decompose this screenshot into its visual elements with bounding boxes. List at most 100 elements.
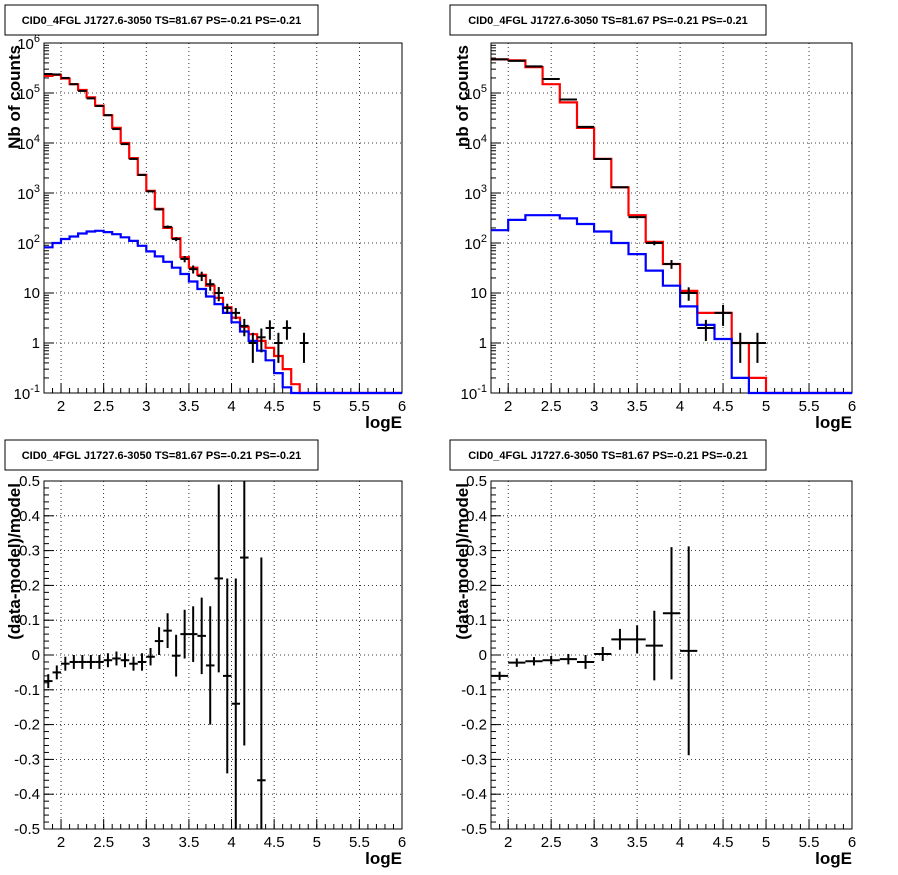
y-tick-label: -0.1 [14, 682, 40, 699]
data-point [491, 671, 509, 681]
x-tick-label: 4.5 [264, 398, 285, 415]
y-axis-label: nb of counts [453, 45, 472, 147]
x-tick-label: 2 [504, 834, 512, 851]
x-tick-label: 6 [848, 398, 856, 415]
x-tick-label: 5 [762, 398, 770, 415]
data-point [52, 665, 62, 680]
data-point [645, 240, 663, 246]
x-tick-label: 5 [762, 834, 770, 851]
data-point [680, 546, 698, 756]
data-point [163, 613, 172, 649]
data-point [214, 484, 223, 673]
x-tick-label: 3.5 [178, 398, 199, 415]
y-tick-label: 0.1 [19, 612, 40, 629]
data-point [611, 628, 629, 650]
data-point [525, 657, 543, 666]
data-point [748, 332, 767, 363]
y-tick-label: 103 [464, 183, 487, 203]
y-tick-label: 10 [23, 285, 40, 302]
x-tick-label: 4.5 [713, 398, 734, 415]
data-point [559, 653, 577, 665]
y-tick-label: -0.2 [461, 717, 487, 734]
title-box [449, 439, 767, 471]
x-tick-label: 4 [227, 398, 235, 415]
data-point [154, 208, 164, 211]
y-tick-label: -0.4 [14, 786, 40, 803]
y-tick-label: 104 [17, 133, 40, 153]
plot-panel-1: 2 2.5 3 3.5 4 4.5 5 5.5 6 10-1 1 10 102 103 104 105 106 C… [4, 4, 406, 432]
x-tick-label: 2.5 [541, 398, 562, 415]
y-tick-label: 0.3 [19, 543, 40, 560]
chart-title: CID0_4FGL J1727.6-3050 TS=81.67 PS=-0.21… [468, 15, 748, 27]
x-tick-label: 2.5 [93, 834, 114, 851]
chart-title: CID0_4FGL J1727.6-3050 TS=81.67 PS=-0.21… [22, 15, 302, 27]
x-tick-label: 3 [590, 834, 598, 851]
y-axis-label: (data-model)/model [5, 483, 24, 640]
data-point [69, 655, 79, 669]
x-tick-label: 5 [313, 834, 321, 851]
x-tick-label: 3 [142, 834, 150, 851]
y-tick-label: 103 [17, 183, 40, 203]
y-tick-label: -0.1 [461, 682, 487, 699]
plot-frame [43, 480, 403, 830]
x-tick-label: 5.5 [799, 834, 820, 851]
y-tick-label: 0.4 [19, 508, 40, 525]
y-tick-label: -0.4 [461, 786, 487, 803]
y-tick-label: -0.3 [461, 751, 487, 768]
data-point [61, 656, 70, 671]
x-tick-label: 4 [676, 398, 684, 415]
data-point [223, 303, 232, 314]
y-tick-label: 105 [464, 83, 487, 103]
data-point [697, 319, 715, 341]
x-tick-label: 3.5 [178, 834, 199, 851]
title-box [449, 4, 767, 36]
model-histogram-blue [44, 229, 402, 395]
data-point [240, 481, 249, 746]
x-tick-label: 3.5 [627, 834, 648, 851]
y-tick-label: -0.5 [461, 821, 487, 838]
y-tick-label: 0.2 [19, 577, 40, 594]
data-point [171, 634, 181, 677]
y-tick-label: -0.5 [14, 821, 40, 838]
y-tick-label: 0.5 [19, 473, 40, 490]
data-point [137, 653, 147, 671]
x-tick-label: 4.5 [713, 834, 734, 851]
data-point [86, 655, 96, 669]
x-tick-label: 6 [848, 834, 856, 851]
y-tick-label: 102 [17, 233, 40, 253]
chart-title: CID0_4FGL J1727.6-3050 TS=81.67 PS=-0.21… [468, 450, 748, 462]
x-axis-label: logE [365, 413, 402, 432]
plot-frame [43, 42, 403, 394]
y-tick-label: 0 [479, 647, 487, 664]
data-point [594, 157, 612, 160]
data-point [146, 190, 155, 193]
y-tick-label: 0.5 [466, 473, 487, 490]
y-tick-label: -0.2 [14, 717, 40, 734]
y-tick-label: 1 [479, 335, 487, 352]
data-point [171, 237, 181, 242]
y-tick-label: 0 [32, 647, 40, 664]
x-tick-label: 2 [57, 398, 65, 415]
data-point [265, 320, 275, 340]
x-tick-label: 2 [57, 834, 65, 851]
title-box [4, 4, 319, 36]
data-point [180, 256, 189, 263]
y-tick-label: 10-1 [461, 383, 487, 403]
data-point [223, 578, 232, 774]
y-tick-label: 105 [17, 83, 40, 103]
y-tick-label: 0.4 [466, 508, 487, 525]
data-point [594, 646, 612, 661]
data-point [576, 655, 595, 669]
x-tick-label: 4 [676, 834, 684, 851]
data-point [257, 328, 266, 353]
data-point [137, 173, 147, 176]
x-tick-label: 4 [227, 834, 235, 851]
data-point [197, 597, 206, 675]
x-axis-label: logE [815, 849, 852, 868]
data-point [214, 287, 223, 302]
data-point [240, 318, 249, 337]
data-point [731, 332, 749, 363]
x-tick-label: 3 [142, 398, 150, 415]
model-histogram-red [491, 58, 852, 395]
data-point [197, 271, 206, 282]
